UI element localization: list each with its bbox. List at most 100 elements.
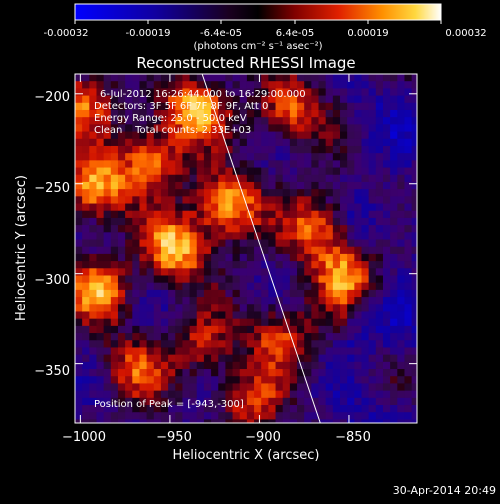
heatmap-cell bbox=[404, 203, 413, 212]
heatmap-cell bbox=[203, 246, 212, 255]
heatmap-cell bbox=[275, 225, 284, 233]
heatmap-cell bbox=[382, 246, 391, 255]
heatmap-cell bbox=[246, 253, 255, 262]
heatmap-cell bbox=[117, 138, 126, 147]
heatmap-cell bbox=[304, 117, 312, 125]
heatmap-cell bbox=[332, 253, 341, 262]
heatmap-cell bbox=[340, 282, 348, 291]
heatmap-cell bbox=[318, 419, 327, 423]
heatmap-cell bbox=[139, 354, 148, 363]
heatmap-cell bbox=[82, 174, 90, 183]
heatmap-cell bbox=[211, 181, 219, 190]
heatmap-cell bbox=[125, 268, 133, 277]
heatmap-cell bbox=[246, 390, 255, 399]
heatmap-cell bbox=[361, 217, 370, 226]
heatmap-cell bbox=[297, 95, 305, 104]
heatmap-cell bbox=[103, 225, 112, 233]
heatmap-cell bbox=[325, 81, 334, 89]
heatmap-cell bbox=[390, 419, 398, 423]
heatmap-cell bbox=[196, 405, 205, 413]
heatmap-cell bbox=[390, 145, 398, 154]
heatmap-cell bbox=[160, 88, 169, 97]
heatmap-cell bbox=[382, 318, 391, 327]
heatmap-cell bbox=[397, 88, 406, 97]
heatmap-cell bbox=[354, 268, 363, 277]
heatmap-cell bbox=[110, 181, 119, 190]
heatmap-cell bbox=[297, 131, 305, 140]
heatmap-cell bbox=[218, 253, 227, 262]
heatmap-cell bbox=[103, 246, 112, 255]
heatmap-cell bbox=[411, 210, 417, 219]
heatmap-cell bbox=[268, 405, 277, 413]
heatmap-cell bbox=[375, 160, 384, 169]
heatmap-cell bbox=[153, 181, 162, 190]
heatmap-cell bbox=[189, 167, 198, 176]
heatmap-cell bbox=[368, 347, 377, 356]
heatmap-cell bbox=[160, 253, 169, 262]
heatmap-cell bbox=[297, 383, 305, 392]
heatmap-cell bbox=[318, 117, 327, 125]
heatmap-cell bbox=[103, 174, 112, 183]
heatmap-cell bbox=[146, 117, 155, 125]
heatmap-cell bbox=[160, 81, 169, 89]
heatmap-cell bbox=[75, 138, 83, 147]
heatmap-cell bbox=[261, 81, 269, 89]
heatmap-cell bbox=[354, 153, 363, 161]
heatmap-cell bbox=[289, 74, 298, 82]
heatmap-cell bbox=[382, 217, 391, 226]
heatmap-cell bbox=[404, 354, 413, 363]
heatmap-cell bbox=[375, 131, 384, 140]
heatmap-cell bbox=[390, 181, 398, 190]
heatmap-cell bbox=[340, 81, 348, 89]
heatmap-cell bbox=[404, 311, 413, 320]
heatmap-cell bbox=[390, 376, 398, 385]
heatmap-cell bbox=[203, 419, 212, 423]
heatmap-cell bbox=[225, 390, 234, 399]
heatmap-cell bbox=[268, 167, 277, 176]
heatmap-cell bbox=[368, 74, 377, 82]
heatmap-cell bbox=[117, 405, 126, 413]
heatmap-cell bbox=[404, 246, 413, 255]
heatmap-cell bbox=[390, 102, 398, 111]
heatmap-cell bbox=[332, 347, 341, 356]
heatmap-cell bbox=[311, 81, 320, 89]
heatmap-cell bbox=[282, 217, 291, 226]
heatmap-cell bbox=[411, 109, 417, 118]
heatmap-cell bbox=[168, 325, 176, 334]
heatmap-cell bbox=[318, 405, 327, 413]
heatmap-cell bbox=[304, 189, 312, 197]
heatmap-cell bbox=[175, 282, 184, 291]
heatmap-cell bbox=[268, 131, 277, 140]
heatmap-cell bbox=[182, 318, 191, 327]
heatmap-cell bbox=[189, 95, 198, 104]
heatmap-cell bbox=[332, 102, 341, 111]
heatmap-cell bbox=[153, 138, 162, 147]
heatmap-cell bbox=[146, 88, 155, 97]
chart-title: Reconstructed RHESSI Image bbox=[136, 54, 355, 72]
heatmap-cell bbox=[318, 268, 327, 277]
heatmap-cell bbox=[375, 217, 384, 226]
heatmap-cell bbox=[110, 376, 119, 385]
heatmap-cell bbox=[282, 354, 291, 363]
heatmap-cell bbox=[189, 297, 198, 305]
heatmap-cell bbox=[304, 74, 312, 82]
heatmap-cell bbox=[311, 174, 320, 183]
heatmap-cell bbox=[261, 74, 269, 82]
heatmap-cell bbox=[203, 174, 212, 183]
heatmap-cell bbox=[218, 354, 227, 363]
heatmap-cell bbox=[75, 383, 83, 392]
heatmap-cell bbox=[375, 174, 384, 183]
heatmap-cell bbox=[239, 253, 248, 262]
heatmap-cell bbox=[411, 253, 417, 262]
heatmap-cell bbox=[411, 81, 417, 89]
heatmap-cell bbox=[246, 325, 255, 334]
heatmap-cell bbox=[268, 74, 277, 82]
heatmap-cell bbox=[368, 354, 377, 363]
heatmap-cell bbox=[75, 412, 83, 421]
heatmap-cell bbox=[153, 74, 162, 82]
heatmap-cell bbox=[139, 124, 148, 133]
heatmap-cell bbox=[103, 325, 112, 334]
heatmap-cell bbox=[375, 325, 384, 334]
heatmap-cell bbox=[246, 311, 255, 320]
heatmap-cell bbox=[311, 275, 320, 284]
